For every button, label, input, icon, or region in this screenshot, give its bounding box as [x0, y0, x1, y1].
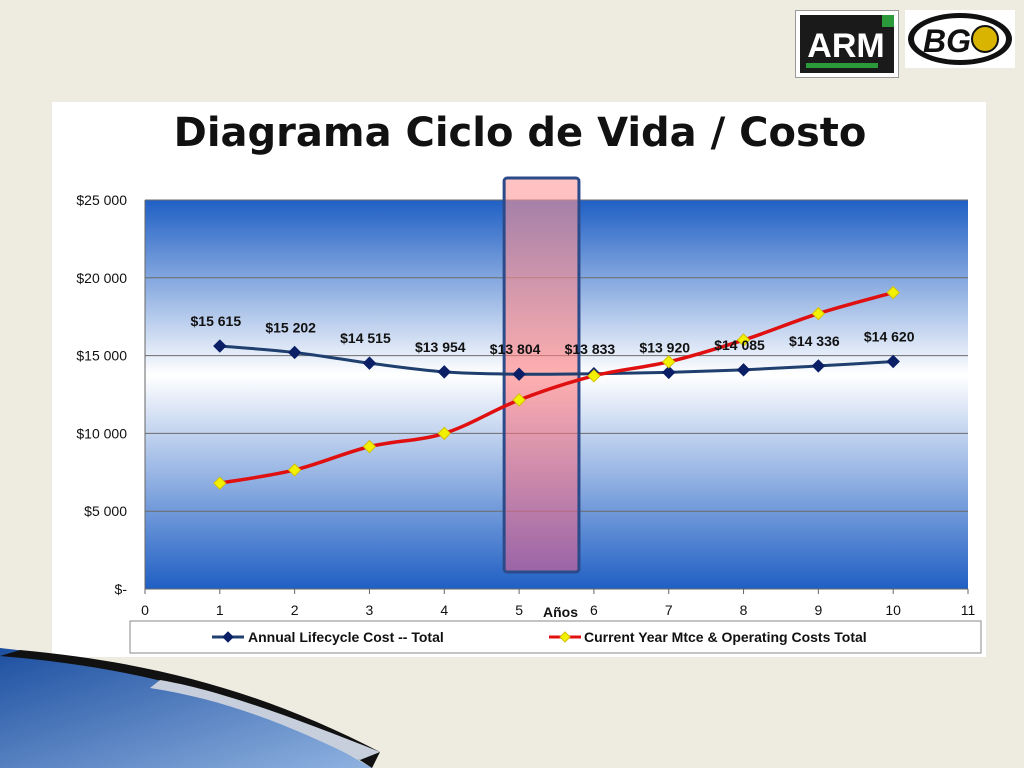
- arm-logo-text: ARM: [807, 27, 884, 65]
- y-tick-label: $25 000: [76, 192, 127, 208]
- y-tick-label: $10 000: [76, 425, 127, 441]
- y-tick-label: $15 000: [76, 348, 127, 364]
- series-2-point: [213, 476, 227, 490]
- data-label: $14 085: [714, 337, 765, 353]
- series-2-point: [886, 285, 900, 300]
- series-2-point: [736, 333, 751, 347]
- x-tick-label: 6: [590, 602, 598, 618]
- x-tick-label: 1: [216, 602, 224, 618]
- x-tick-label: 7: [665, 602, 673, 618]
- bg-logo-text: BG: [923, 23, 971, 59]
- data-label: $15 202: [265, 319, 316, 335]
- data-label: $13 954: [415, 339, 466, 355]
- series-1-point: [811, 359, 826, 373]
- series-1-point: [512, 367, 526, 381]
- series-2-point: [362, 439, 377, 454]
- series-2-point: [287, 463, 302, 477]
- x-tick-label: 5: [515, 602, 523, 618]
- x-tick-label: 9: [814, 602, 822, 618]
- series-2-point: [662, 355, 676, 369]
- series-1-point: [362, 356, 377, 370]
- series-2-point: [587, 369, 601, 383]
- series-2-point: [512, 393, 526, 407]
- series-2-point: [437, 426, 451, 441]
- series-1-point: [287, 345, 302, 360]
- series-1-point: [736, 363, 751, 377]
- x-tick-label: 2: [291, 602, 299, 618]
- series-1-point: [662, 365, 676, 380]
- series-2-point: [811, 306, 826, 321]
- x-tick-label: 11: [961, 602, 976, 618]
- data-label: $14 620: [864, 329, 915, 345]
- x-tick-label: 8: [740, 602, 748, 618]
- y-tick-label: $5 000: [84, 503, 127, 519]
- series-1-point: [886, 354, 900, 369]
- legend-marker-1: [222, 631, 234, 643]
- legend-label-1: Annual Lifecycle Cost -- Total: [248, 629, 444, 645]
- legend-marker-2: [559, 631, 571, 643]
- data-label: $13 833: [565, 341, 616, 357]
- y-tick-label: $20 000: [76, 270, 127, 286]
- data-label: $13 804: [490, 341, 541, 357]
- x-tick-label: 4: [440, 602, 448, 618]
- data-label: $13 920: [639, 339, 690, 355]
- x-tick-label: 10: [885, 602, 901, 618]
- bg-logo: BG: [905, 10, 1015, 68]
- x-axis-label: Años: [543, 604, 578, 620]
- x-tick-label: 3: [366, 602, 374, 618]
- data-label: $15 615: [191, 313, 242, 329]
- y-tick-label: $-: [115, 581, 128, 597]
- series-line-1: [219, 344, 894, 376]
- series-line-2: [219, 290, 894, 485]
- chart-title: Diagrama Ciclo de Vida / Costo: [173, 110, 867, 156]
- x-tick-label: 0: [141, 602, 149, 618]
- legend-label-2: Current Year Mtce & Operating Costs Tota…: [584, 629, 867, 645]
- data-label: $14 515: [340, 330, 391, 346]
- series-1-point: [213, 339, 227, 353]
- arm-logo: ARM: [795, 10, 899, 78]
- series-1-point: [437, 365, 451, 379]
- data-label: $14 336: [789, 333, 840, 349]
